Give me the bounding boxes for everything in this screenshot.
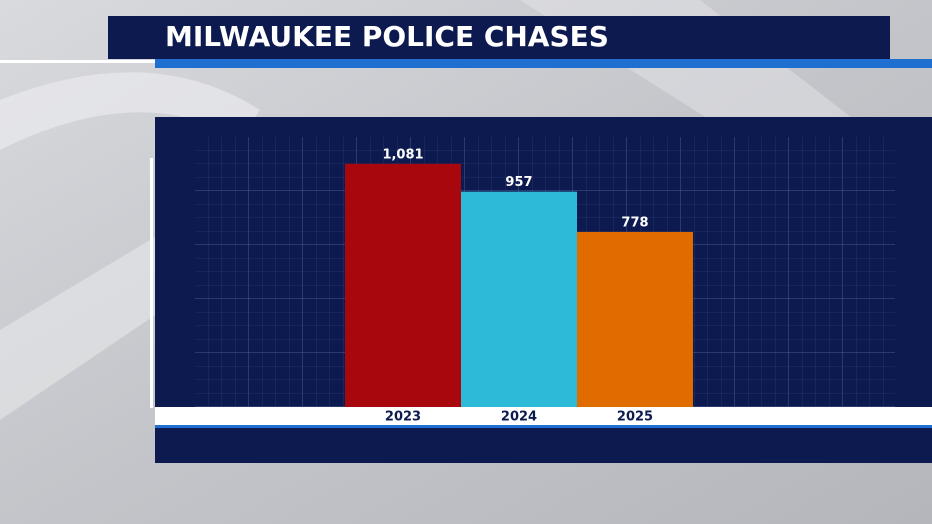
x-tick-label: 2024	[501, 410, 537, 425]
value-label: 778	[621, 215, 648, 230]
x-tick-label: 2023	[385, 410, 421, 425]
bar	[345, 163, 461, 407]
x-tick-label: 2025	[617, 410, 653, 425]
label-strip	[155, 407, 932, 425]
chart-title: MILWAUKEE POLICE CHASES	[165, 20, 609, 53]
bg-shape	[0, 72, 260, 150]
value-label: 1,081	[382, 147, 423, 162]
title-rule	[0, 60, 155, 63]
label-strip-line	[155, 425, 932, 428]
title-underline	[155, 59, 932, 68]
title-bar	[108, 16, 890, 59]
value-label: 957	[505, 175, 532, 190]
bar	[461, 191, 577, 407]
panel-edge	[150, 158, 153, 408]
bar	[577, 231, 693, 407]
